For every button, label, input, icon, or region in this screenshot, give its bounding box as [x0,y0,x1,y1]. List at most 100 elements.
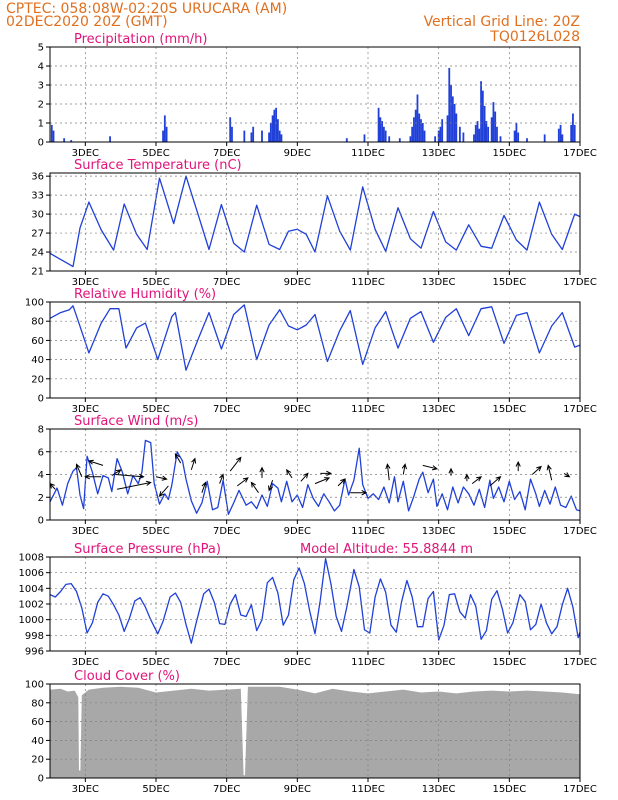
x-tick-label: 13DEC [422,277,456,288]
precip-bar [379,117,382,142]
precip-bar [63,138,66,142]
y-tick-label: 30 [31,210,44,221]
y-tick-label: 24 [31,248,44,259]
precip-bar [515,123,518,142]
panel-precipitation: 0 1 2 3 4 5 3DEC 5DEC 7DEC 9DEC 11DEC 13DEC 15DEC 17D… [38,32,597,159]
precip-bar [492,102,495,142]
precip-bar [448,67,451,142]
wind-arrow [422,464,439,471]
precip-bar [437,130,440,142]
x-tick-label: 7DEC [213,784,240,795]
y-tick-label: 2 [38,100,44,111]
x-tick-label: 15DEC [492,404,526,415]
x-tick-label: 13DEC [422,404,456,415]
y-tick-label: 4 [38,62,44,73]
x-tick-label: 13DEC [422,526,456,537]
y-tick-label: 8 [38,425,44,436]
x-tick-label: 3DEC [72,526,99,537]
x-tick-label: 15DEC [492,526,526,537]
precip-bar [413,117,415,142]
y-tick-label: 996 [25,647,44,658]
precip-bar [261,130,263,142]
panel-title: Relative Humidity (%) [74,287,216,302]
y-tick-label: 36 [31,172,44,183]
wind-arrow [75,463,83,477]
x-tick-label: 5DEC [142,277,169,288]
precip-bar [268,132,270,142]
panel-temperature: 21 24 27 30 33 36 3DEC 5DEC 7DEC 9DEC 11DEC 13DEC 15… [31,158,597,288]
y-tick-label: 40 [31,736,44,747]
wind-arrow [300,472,309,482]
precip-bar [162,130,164,142]
wind-arrow [201,481,207,493]
x-tick-label: 9DEC [284,657,311,668]
x-tick-label: 11DEC [351,404,385,415]
precip-bar [345,138,348,142]
x-tick-label: 5DEC [142,657,169,668]
cloud-cover-area [50,686,580,778]
precip-bar [250,132,253,142]
precip-bar [388,136,391,142]
x-tick-label: 13DEC [422,784,456,795]
precip-bar [487,126,490,142]
x-tick-label: 5DEC [142,526,169,537]
precip-bar [50,124,53,142]
precip-bar [398,138,401,142]
precip-bar [559,124,562,142]
precip-bar [513,130,516,142]
wind-arrow [111,469,122,477]
station-header: CPTEC: 058:08W-02:20S URUCARA (AM) [6,1,287,17]
wind-arrow [489,476,502,487]
wind-arrow [448,467,454,476]
x-tick-label: 3DEC [72,784,99,795]
x-tick-label: 7DEC [213,404,240,415]
precip-bar [418,113,421,142]
precip-bar [273,109,276,142]
wind-arrow [155,475,168,481]
x-tick-label: 13DEC [422,657,456,668]
wind-arrow [268,480,274,492]
x-tick-label: 15DEC [492,148,526,159]
precip-bar [446,115,449,142]
precip-bar [384,130,387,142]
wind-arrow [563,472,571,478]
x-tick-label: 5DEC [142,784,169,795]
x-tick-label: 17DEC [563,784,597,795]
y-tick-label: 20 [31,374,44,385]
y-tick-label: 0 [38,774,44,785]
x-tick-label: 15DEC [492,277,526,288]
panel-title: Cloud Cover (%) [74,669,180,684]
precip-bar [423,130,426,142]
wind-arrow [314,477,331,485]
precip-bar [526,138,528,142]
panel-frame [49,683,581,779]
y-tick-label: 1000 [19,615,44,626]
wind-arrow [190,457,197,471]
wind-arrow [158,485,169,497]
precip-bar [52,130,55,142]
y-tick-label: 21 [31,267,44,278]
wind-arrow [401,463,407,475]
wind-arrow [117,480,152,490]
x-tick-label: 17DEC [563,526,597,537]
precip-bar [496,126,498,142]
y-tick-label: 3 [38,81,44,92]
x-tick-label: 11DEC [351,657,385,668]
precip-bar [420,119,422,142]
x-tick-label: 7DEC [213,277,240,288]
wind-arrow [174,453,182,464]
wind-arrow [115,473,145,480]
wind-arrow [531,465,542,475]
y-tick-label: 40 [31,355,44,366]
y-tick-label: 27 [31,229,44,240]
precip-bar [109,136,111,142]
wind-arrow [87,459,104,466]
x-tick-label: 11DEC [351,148,385,159]
y-tick-label: 20 [31,755,44,766]
precip-bar [409,136,412,142]
wind-arrow [259,466,265,478]
x-tick-label: 17DEC [563,148,597,159]
precip-bar [441,119,444,142]
precip-bar [543,134,546,142]
